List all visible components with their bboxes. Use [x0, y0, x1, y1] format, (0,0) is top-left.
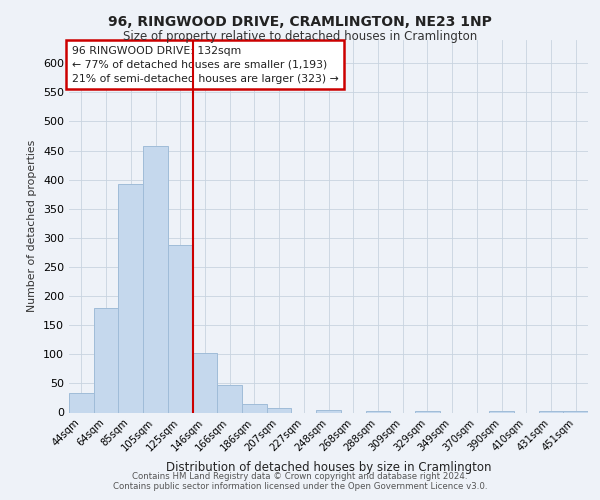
- Text: 96, RINGWOOD DRIVE, CRAMLINGTON, NE23 1NP: 96, RINGWOOD DRIVE, CRAMLINGTON, NE23 1N…: [108, 15, 492, 29]
- Text: Size of property relative to detached houses in Cramlington: Size of property relative to detached ho…: [123, 30, 477, 43]
- Bar: [365, 411, 390, 412]
- Bar: [415, 411, 440, 412]
- Bar: [118, 184, 143, 412]
- Bar: [168, 245, 193, 412]
- Bar: [316, 410, 341, 412]
- Y-axis label: Number of detached properties: Number of detached properties: [28, 140, 37, 312]
- Bar: [267, 408, 292, 412]
- Bar: [563, 411, 588, 412]
- X-axis label: Distribution of detached houses by size in Cramlington: Distribution of detached houses by size …: [166, 462, 491, 474]
- Bar: [94, 308, 118, 412]
- Text: Contains HM Land Registry data © Crown copyright and database right 2024.
Contai: Contains HM Land Registry data © Crown c…: [113, 472, 487, 491]
- Bar: [242, 404, 267, 412]
- Bar: [143, 146, 168, 412]
- Bar: [193, 352, 217, 412]
- Text: 96 RINGWOOD DRIVE: 132sqm
← 77% of detached houses are smaller (1,193)
21% of se: 96 RINGWOOD DRIVE: 132sqm ← 77% of detac…: [71, 46, 338, 84]
- Bar: [69, 392, 94, 412]
- Bar: [217, 384, 242, 412]
